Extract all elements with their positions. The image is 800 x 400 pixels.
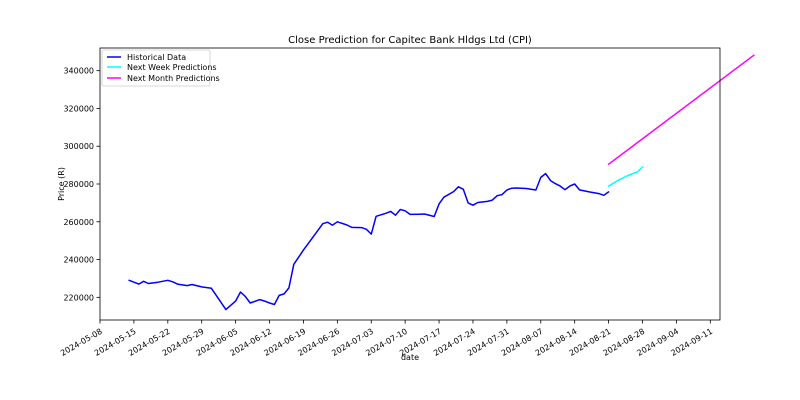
y-tick-label: 300000 [63,142,94,151]
next-week-predictions-line [607,166,644,187]
chart-title: Close Prediction for Capitec Bank Hldgs … [288,35,532,46]
historical-data-line [128,172,610,311]
y-tick-label: 340000 [63,67,94,76]
legend-label-historical: Historical Data [127,53,186,62]
y-axis: 220000 240000 260000 280000 300000 320000 3400… [63,67,100,302]
plot-lines [128,54,755,311]
y-tick-label: 240000 [63,256,94,265]
legend-label-next-week: Next Week Predictions [127,63,217,72]
x-axis-label: date [401,353,419,362]
y-axis-label: Price (R) [57,167,66,201]
plot-frame [99,47,721,321]
y-tick-label: 280000 [63,180,94,189]
next-month-predictions-line [607,54,755,165]
x-axis: 2024-05-082024-05-152024-05-222024-05-29… [59,320,714,358]
legend: Historical Data Next Week Predictions Ne… [101,49,220,87]
y-tick-label: 320000 [63,104,94,113]
legend-label-next-month: Next Month Predictions [127,74,220,83]
legend-frame [101,49,211,87]
y-tick-label: 220000 [63,293,94,302]
y-tick-label: 260000 [63,218,94,227]
